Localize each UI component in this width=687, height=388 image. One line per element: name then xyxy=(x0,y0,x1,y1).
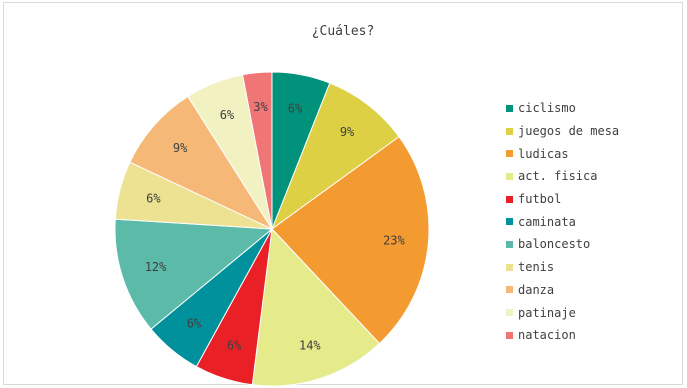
legend-swatch xyxy=(506,150,513,158)
legend-label: act. fisica xyxy=(518,169,598,184)
legend-swatch xyxy=(506,104,513,112)
legend-label: patinaje xyxy=(518,305,576,320)
data-label: 14% xyxy=(299,338,321,352)
legend-swatch xyxy=(506,309,513,317)
legend-item: danza xyxy=(506,279,619,302)
legend-item: natacion xyxy=(506,324,619,347)
legend-label: ludicas xyxy=(518,146,569,161)
legend-label: ciclismo xyxy=(518,101,576,116)
chart-title: ¿Cuáles? xyxy=(311,24,375,39)
pie-slice-natacion xyxy=(241,71,273,230)
legend-item: futbol xyxy=(506,188,619,211)
legend-swatch xyxy=(506,263,513,271)
legend-label: juegos de mesa xyxy=(518,124,620,139)
data-label: 6% xyxy=(288,102,303,116)
data-label: 12% xyxy=(145,260,167,274)
pie-slice-baloncesto xyxy=(114,218,274,330)
legend: ciclismo juegos de mesa ludicas act. fisica… xyxy=(506,97,619,347)
pie-slice-ludicas xyxy=(271,136,430,345)
data-label: 6% xyxy=(227,338,242,352)
data-label: 3% xyxy=(253,100,268,114)
data-label: 6% xyxy=(146,192,161,206)
legend-swatch xyxy=(506,286,513,294)
legend-swatch xyxy=(506,218,513,226)
legend-label: baloncesto xyxy=(518,237,591,252)
data-label: 6% xyxy=(220,108,235,122)
legend-item: juegos de mesa xyxy=(506,120,619,143)
legend-item: caminata xyxy=(506,210,619,233)
legend-swatch xyxy=(506,172,513,180)
legend-label: natacion xyxy=(518,328,576,343)
data-label: 6% xyxy=(187,316,202,330)
legend-label: futbol xyxy=(518,192,562,207)
data-label: 23% xyxy=(383,234,405,248)
legend-item: act. fisica xyxy=(506,165,619,188)
legend-label: caminata xyxy=(518,214,576,229)
legend-label: tenis xyxy=(518,260,555,275)
legend-item: patinaje xyxy=(506,301,619,324)
legend-label: danza xyxy=(518,282,555,297)
legend-item: ciclismo xyxy=(506,97,619,120)
legend-item: tenis xyxy=(506,256,619,279)
legend-swatch xyxy=(506,240,513,248)
legend-swatch xyxy=(506,331,513,339)
legend-item: ludicas xyxy=(506,142,619,165)
legend-item: baloncesto xyxy=(506,233,619,256)
legend-swatch xyxy=(506,195,513,203)
pie-slice-juegos-de-mesa xyxy=(270,82,400,231)
pie-slice-danza xyxy=(129,95,274,231)
data-label: 9% xyxy=(173,141,188,155)
legend-swatch xyxy=(506,127,513,135)
data-label: 9% xyxy=(340,125,355,139)
pie-slice-act-fisica xyxy=(251,227,381,387)
